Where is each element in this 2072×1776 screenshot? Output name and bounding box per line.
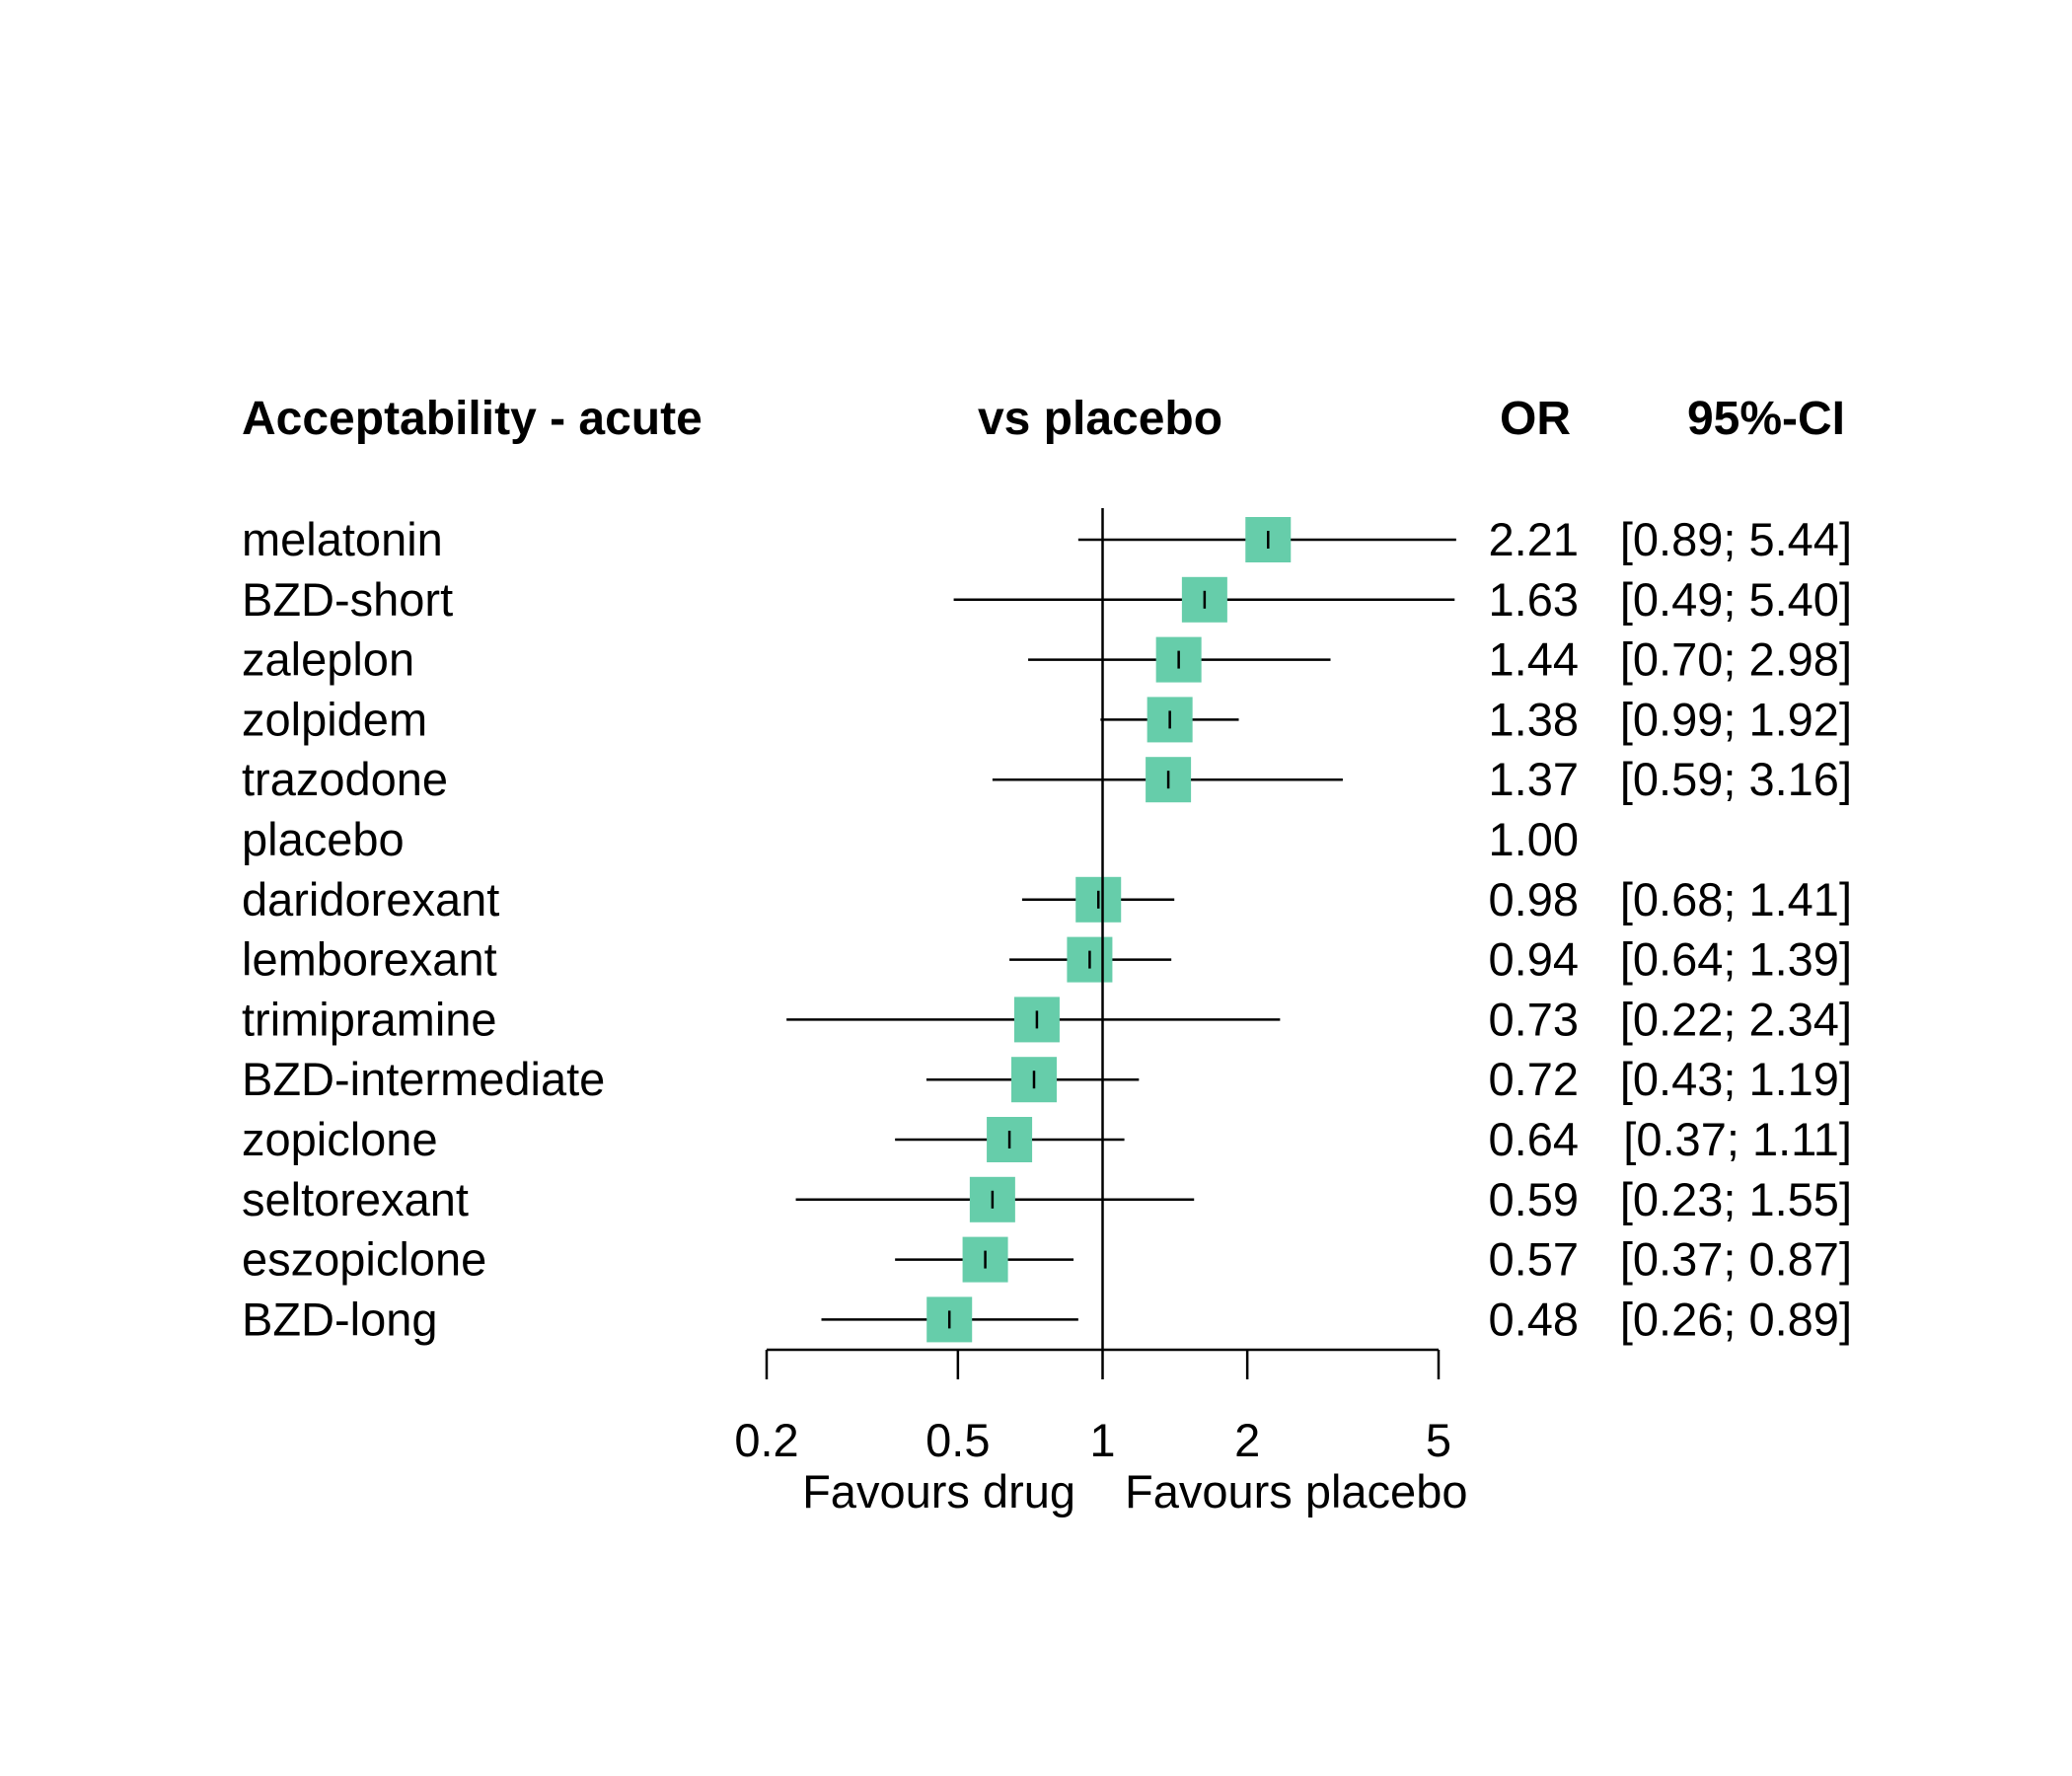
ci-value: [0.22; 2.34] — [1620, 993, 1852, 1045]
treatment-label: BZD-intermediate — [242, 1053, 605, 1105]
header-estimate: OR — [1500, 393, 1571, 445]
or-value: 0.64 — [1489, 1113, 1579, 1165]
x-tick-label: 0.2 — [734, 1414, 798, 1466]
ci-value: [0.59; 3.16] — [1620, 753, 1852, 805]
or-value: 0.57 — [1489, 1233, 1579, 1286]
or-value: 1.38 — [1489, 693, 1579, 745]
treatment-label: zaleplon — [242, 633, 414, 686]
treatment-label: BZD-long — [242, 1293, 438, 1345]
header-comparison: vs placebo — [978, 393, 1222, 445]
ci-value: [0.89; 5.44] — [1620, 513, 1852, 565]
header-ci: 95%-CI — [1687, 393, 1845, 445]
ci-value: [0.99; 1.92] — [1620, 693, 1852, 745]
or-value: 0.72 — [1489, 1053, 1579, 1105]
x-tick-label: 5 — [1426, 1414, 1451, 1466]
treatment-label: daridorexant — [242, 873, 499, 925]
treatment-label: placebo — [242, 813, 405, 865]
favours-placebo-label: Favours placebo — [1125, 1465, 1467, 1517]
ci-value: [0.26; 0.89] — [1620, 1293, 1852, 1345]
treatment-label: trazodone — [242, 753, 448, 805]
treatment-label: eszopiclone — [242, 1233, 486, 1286]
treatment-label: BZD-short — [242, 573, 453, 626]
or-value: 0.94 — [1489, 933, 1579, 986]
header-label: Acceptability - acute — [242, 393, 703, 445]
or-value: 1.37 — [1489, 753, 1579, 805]
ci-value: [0.37; 1.11] — [1623, 1113, 1852, 1165]
ci-value: [0.23; 1.55] — [1620, 1173, 1852, 1225]
or-value: 0.59 — [1489, 1173, 1579, 1225]
or-value: 0.98 — [1489, 873, 1579, 925]
ci-value: [0.68; 1.41] — [1620, 873, 1852, 925]
treatment-label: seltorexant — [242, 1173, 469, 1225]
x-tick-label: 0.5 — [925, 1414, 990, 1466]
treatment-label: lemborexant — [242, 933, 497, 986]
ci-value: [0.70; 2.98] — [1620, 633, 1852, 686]
ci-value: [0.49; 5.40] — [1620, 573, 1852, 626]
or-value: 2.21 — [1489, 513, 1579, 565]
or-value: 1.63 — [1489, 573, 1579, 626]
ci-value: [0.64; 1.39] — [1620, 933, 1852, 986]
rows-layer: melatonin 2.21 [0.89; 5.44] BZD-short 1.63 [0… — [242, 513, 1852, 1345]
x-tick-label: 1 — [1089, 1414, 1115, 1466]
x-axis-ticks: 0.2 0.5 1 2 5 — [734, 1350, 1451, 1466]
treatment-label: zolpidem — [242, 693, 427, 745]
or-value: 0.73 — [1489, 993, 1579, 1045]
favours-drug-label: Favours drug — [802, 1465, 1075, 1517]
or-value: 1.00 — [1489, 813, 1579, 865]
or-value: 1.44 — [1489, 633, 1579, 686]
or-value: 0.48 — [1489, 1293, 1579, 1345]
treatment-label: zopiclone — [242, 1113, 438, 1165]
ci-value: [0.37; 0.87] — [1620, 1233, 1852, 1286]
ci-value: [0.43; 1.19] — [1620, 1053, 1852, 1105]
treatment-label: trimipramine — [242, 993, 497, 1045]
x-tick-label: 2 — [1234, 1414, 1260, 1466]
treatment-label: melatonin — [242, 513, 443, 565]
